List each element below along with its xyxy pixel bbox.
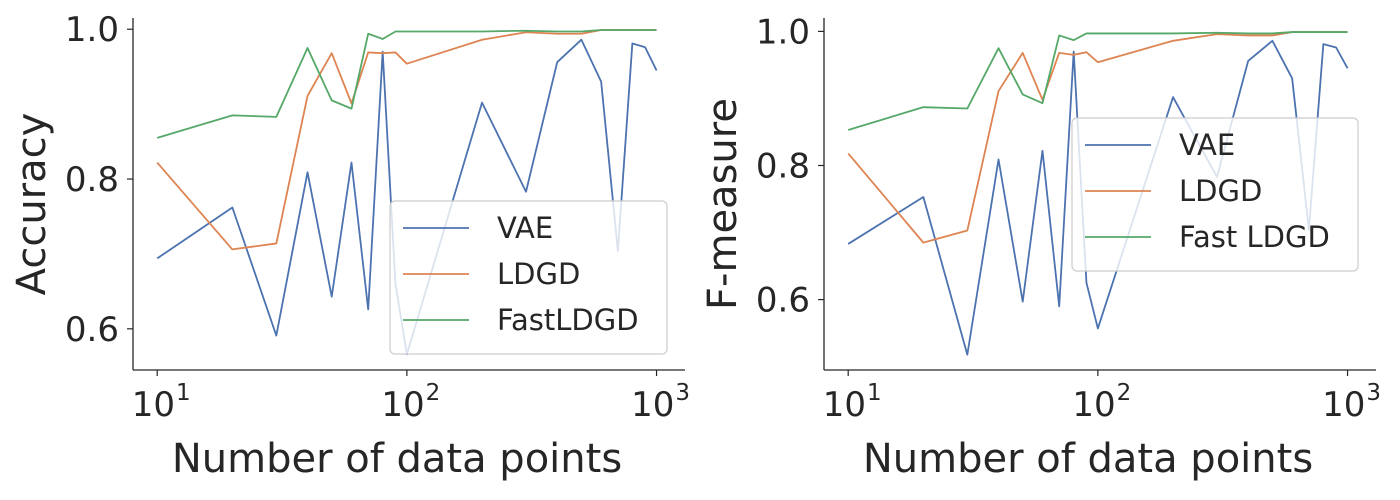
- legend-frame: [1071, 117, 1359, 272]
- x-tick-label: 102: [1072, 380, 1131, 425]
- legend-label: VAE: [1179, 128, 1235, 162]
- legend: VAE LDGD FastLDGD: [389, 200, 668, 355]
- y-tick-label: 1.0: [756, 12, 810, 52]
- legend: VAE LDGD Fast LDGD: [1071, 117, 1359, 272]
- y-tick-label: 1.0: [65, 10, 119, 50]
- series-line-fast-ldgd: [847, 31, 1348, 131]
- y-axis-title: Accuracy: [9, 113, 55, 296]
- x-axis-title: Number of data points: [863, 436, 1313, 482]
- legend-label: FastLDGD: [497, 303, 639, 337]
- x-tick-label: 103: [631, 380, 690, 425]
- legend-label: LDGD: [497, 257, 580, 291]
- legend-label: LDGD: [1179, 174, 1262, 208]
- y-tick-label: 0.8: [756, 147, 810, 187]
- y-tick-label: 0.8: [65, 160, 119, 200]
- series-line-fastldgd: [156, 29, 657, 139]
- legend-frame: [389, 200, 668, 355]
- legend-label: VAE: [497, 211, 553, 245]
- x-axis-title: Number of data points: [172, 436, 622, 482]
- y-tick-label: 0.6: [756, 281, 810, 321]
- x-tick-label: 102: [381, 380, 440, 425]
- x-tick-label: 101: [823, 380, 882, 425]
- x-tick-label: 103: [1322, 380, 1381, 425]
- y-axis-title: F-measure: [700, 98, 746, 310]
- x-tick-label: 101: [132, 380, 191, 425]
- y-tick-label: 0.6: [65, 310, 119, 350]
- legend-label: Fast LDGD: [1179, 220, 1330, 254]
